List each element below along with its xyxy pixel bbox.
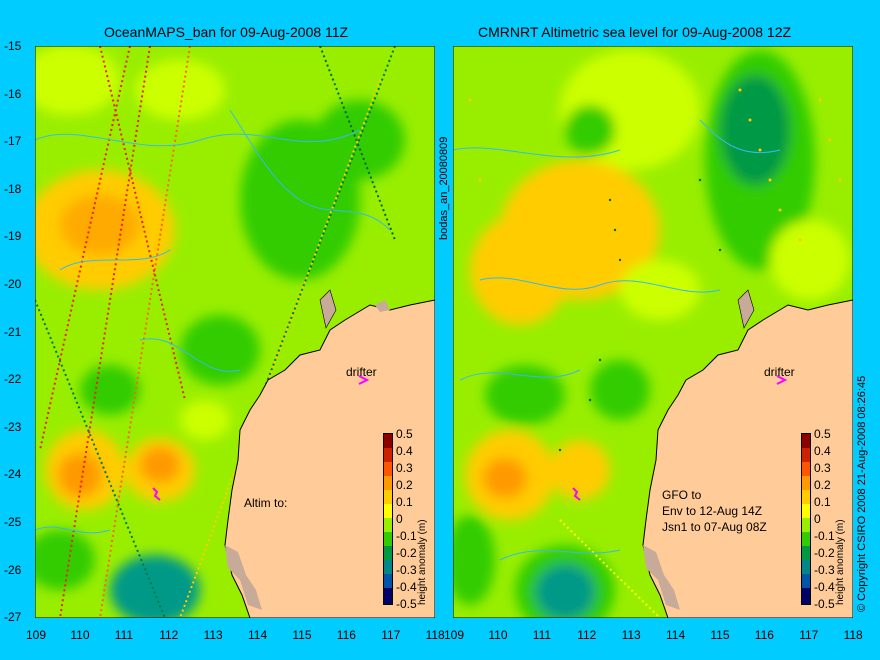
left-colorbar-tick: 0: [396, 512, 403, 526]
left-colorbar-tick: -0.3: [396, 563, 417, 577]
left-x-tick-label: 116: [336, 628, 356, 642]
right-colorbar-label: height anomaly (m): [835, 519, 846, 605]
right-x-tick-label: 112: [577, 628, 597, 642]
run-id-label: bodas_an_20080809: [438, 136, 450, 240]
y-tick-label: -27: [4, 610, 22, 625]
right-x-tick-label: 115: [710, 628, 730, 642]
left-map: [35, 46, 435, 618]
right-env-label: Env to 12-Aug 14Z: [662, 504, 763, 518]
left-x-tick-label: 110: [70, 628, 90, 642]
left-x-tick-label: 118: [425, 628, 445, 642]
left-colorbar-tick: -0.2: [396, 546, 417, 560]
y-tick-label: -21: [4, 324, 22, 339]
left-x-tick-label: 114: [248, 628, 268, 642]
left-x-tick-label: 109: [26, 628, 47, 642]
left-x-tick-label: 112: [159, 628, 179, 642]
right-x-tick-label: 114: [666, 628, 686, 642]
right-colorbar-tick: -0.4: [814, 580, 835, 594]
left-altim-label: Altim to:: [244, 496, 288, 510]
left-colorbar-tick: 0.4: [396, 444, 413, 458]
right-colorbar-tick: -0.2: [814, 546, 835, 560]
right-x-tick-label: 118: [843, 628, 863, 642]
left-x-tick-label: 115: [292, 628, 312, 642]
right-drifter-label: drifter: [764, 365, 795, 379]
y-tick-label: -19: [4, 229, 22, 244]
right-x-tick-label: 111: [532, 628, 552, 642]
left-x-tick-label: 111: [114, 628, 134, 642]
right-map: [453, 46, 853, 618]
y-tick-label: -24: [4, 467, 22, 482]
y-tick-label: -20: [4, 277, 22, 291]
copyright-text: © Copyright CSIRO 2008 21-Aug-2008 08:26…: [856, 375, 868, 612]
right-colorbar-tick: 0.1: [814, 495, 831, 509]
left-colorbar-tick: 0.5: [396, 427, 413, 441]
right-colorbar-tick: -0.5: [814, 597, 835, 611]
left-map-title: OceanMAPS_ban for 09-Aug-2008 11Z: [104, 24, 349, 40]
left-colorbar-tick: 0.2: [396, 478, 413, 492]
left-colorbar-tick: -0.4: [396, 580, 417, 594]
y-tick-label: -23: [4, 419, 22, 434]
right-x-tick-label: 117: [799, 628, 819, 642]
right-colorbar-tick: -0.1: [814, 529, 835, 543]
left-drifter-label: drifter: [346, 365, 377, 379]
right-x-tick-label: 109: [444, 628, 465, 642]
left-x-tick-label: 117: [381, 628, 401, 642]
left-colorbar-tick: 0.3: [396, 461, 413, 475]
right-x-tick-label: 113: [621, 628, 641, 642]
right-colorbar-tick: -0.3: [814, 563, 835, 577]
left-colorbar-tick: -0.5: [396, 597, 417, 611]
left-colorbar: [383, 433, 393, 605]
right-jsn-label: Jsn1 to 07-Aug 08Z: [662, 520, 767, 534]
y-tick-label: -16: [4, 86, 22, 101]
left-colorbar-label: height anomaly (m): [417, 519, 428, 605]
left-colorbar-tick: -0.1: [396, 529, 417, 543]
y-tick-label: -17: [4, 134, 22, 149]
y-tick-label: -18: [4, 181, 22, 196]
left-colorbar-tick: 0.1: [396, 495, 413, 509]
y-tick-label: -15: [4, 39, 22, 53]
right-x-tick-label: 110: [488, 628, 508, 642]
right-colorbar-tick: 0: [814, 512, 821, 526]
right-colorbar-tick: 0.2: [814, 478, 831, 492]
y-tick-label: -22: [4, 372, 22, 387]
right-x-tick-label: 116: [754, 628, 774, 642]
y-tick-label: -25: [4, 515, 22, 529]
right-colorbar: [801, 433, 811, 605]
right-gfo-label: GFO to: [662, 488, 702, 502]
left-x-tick-label: 113: [203, 628, 223, 642]
right-colorbar-tick: 0.5: [814, 427, 831, 441]
right-colorbar-tick: 0.4: [814, 444, 831, 458]
right-colorbar-tick: 0.3: [814, 461, 831, 475]
y-tick-label: -26: [4, 562, 22, 577]
right-map-title: CMRNRT Altimetric sea level for 09-Aug-2…: [478, 24, 792, 40]
